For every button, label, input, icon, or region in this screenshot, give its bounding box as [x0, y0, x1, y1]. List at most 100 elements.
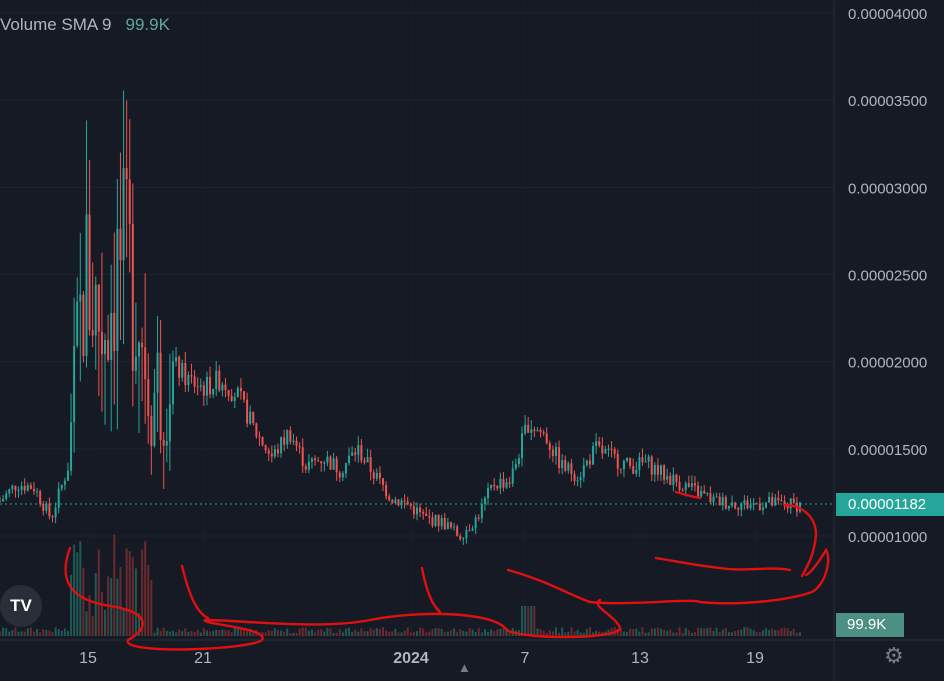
time-tick-label: 21	[194, 650, 212, 667]
candle-body	[317, 460, 320, 462]
candle-body	[440, 517, 443, 527]
volume-bar	[551, 631, 554, 636]
candle-body	[666, 475, 669, 480]
volume-bar	[273, 628, 276, 636]
volume-bar	[490, 629, 493, 636]
candle-body	[63, 480, 66, 485]
price-tick-label: 0.00004000	[848, 6, 927, 23]
candle-body	[5, 493, 8, 499]
volume-bar	[88, 595, 91, 636]
volume-bar	[156, 627, 159, 636]
volume-bar	[17, 631, 20, 636]
volume-bar	[42, 629, 45, 636]
candle-body	[446, 522, 449, 530]
candle-body	[718, 496, 721, 506]
candle-body	[465, 530, 468, 539]
volume-bar	[446, 631, 449, 636]
candle-body	[23, 485, 26, 491]
volume-bar	[700, 628, 703, 636]
candle-body	[348, 455, 351, 464]
candle-body	[104, 339, 107, 355]
volume-bar	[348, 627, 351, 636]
volume-bar	[462, 630, 465, 636]
gear-icon[interactable]: ⚙	[884, 643, 904, 668]
volume-bar	[622, 631, 625, 636]
candle-body	[453, 526, 456, 528]
price-axis[interactable]: 0.00004000 0.00003500 0.00003000 0.00002500…	[848, 6, 927, 546]
candle-body	[554, 447, 557, 456]
candle-body	[727, 505, 730, 509]
candle-body	[137, 342, 140, 357]
candle-body	[51, 516, 54, 518]
candle-body	[307, 461, 310, 470]
candle-body	[428, 515, 431, 518]
candle-body	[100, 331, 103, 355]
volume-bar	[218, 630, 221, 636]
time-axis[interactable]: 15 21 2024 7 13 19	[79, 650, 764, 667]
candle-body	[656, 465, 659, 475]
volume-bar	[483, 629, 486, 636]
volume-sma-label[interactable]: Volume SMA 9 99.9K	[0, 15, 170, 35]
volume-bar	[298, 628, 301, 636]
candle-body	[613, 449, 616, 454]
volume-bar	[171, 630, 174, 636]
volume-bar	[712, 630, 715, 636]
volume-bar	[400, 632, 403, 636]
candle-body	[335, 458, 338, 473]
candle-body	[715, 496, 718, 498]
volume-bar	[196, 629, 199, 636]
volume-bar	[678, 627, 681, 636]
volume-bar	[181, 631, 184, 636]
volume-bar	[669, 629, 672, 636]
candle-body	[286, 430, 289, 445]
candle-body	[783, 501, 786, 506]
price-tick-label: 0.00001000	[848, 529, 927, 546]
candle-body	[774, 497, 777, 506]
volume-bar	[570, 627, 573, 636]
candle-body	[789, 498, 792, 509]
volume-bar	[672, 632, 675, 636]
price-tick-label: 0.00001500	[848, 442, 927, 459]
candle-body	[360, 445, 363, 461]
candle-body	[483, 498, 486, 505]
volume-bar	[477, 628, 480, 636]
volume-bar	[394, 628, 397, 636]
candle-body	[107, 339, 110, 360]
volume-bar	[727, 632, 730, 636]
candle-body	[616, 453, 619, 469]
volume-bar	[629, 628, 632, 636]
candle-body	[740, 503, 743, 510]
candle-body	[570, 463, 573, 475]
candle-body	[2, 498, 5, 502]
candle-body	[675, 474, 678, 482]
candles	[0, 90, 801, 545]
volume-bar	[39, 632, 42, 636]
volume-bar	[724, 627, 727, 636]
candle-body	[36, 491, 39, 493]
volume-bar	[11, 630, 14, 636]
volume-bar	[314, 632, 317, 636]
volume-bar	[369, 628, 372, 636]
candle-body	[122, 168, 125, 261]
volume-bar	[592, 632, 595, 636]
candle-body	[45, 503, 48, 511]
volume-bar	[326, 627, 329, 636]
up-arrow-icon[interactable]: ▲	[458, 660, 471, 675]
candle-body	[378, 473, 381, 479]
volume-bar	[8, 631, 11, 636]
volume-bar	[422, 628, 425, 636]
candle-body	[419, 507, 422, 512]
volume-bar	[119, 566, 122, 636]
grid-lines	[0, 12, 834, 537]
volume-bar	[468, 628, 471, 636]
volume-bar	[425, 632, 428, 636]
volume-bar	[147, 564, 150, 636]
volume-bar	[224, 630, 227, 636]
candle-body	[227, 389, 230, 396]
candle-body	[499, 478, 502, 489]
volume-bar	[128, 551, 131, 636]
candle-body	[712, 496, 715, 503]
tradingview-logo[interactable]: TV	[0, 585, 42, 627]
volume-bar	[758, 632, 761, 636]
